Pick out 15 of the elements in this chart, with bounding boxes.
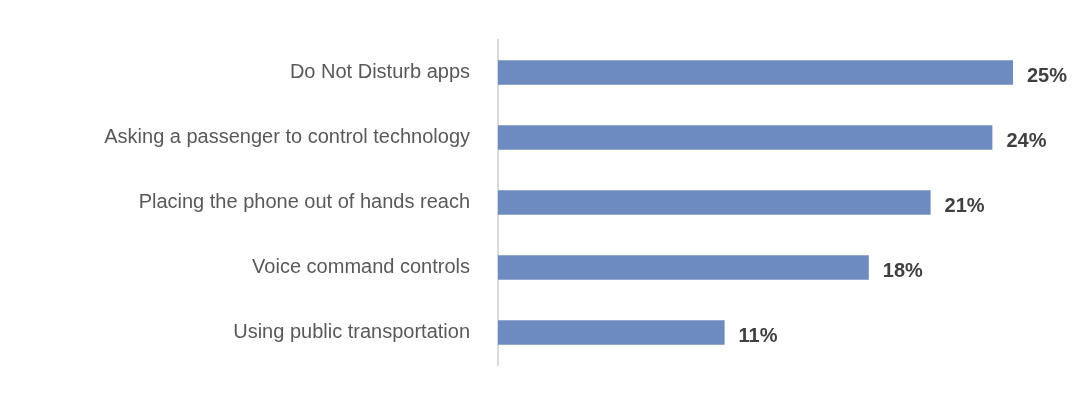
y-tick-label: Asking a passenger to control technology [104, 125, 470, 148]
data-label: 24% [1006, 129, 1047, 152]
bar [498, 60, 1013, 85]
y-tick-label: Placing the phone out of hands reach [138, 190, 470, 213]
y-tick-label: Using public transportation [233, 320, 470, 343]
y-tick-label: Do Not Disturb apps [289, 60, 470, 83]
data-label: 25% [1027, 64, 1068, 87]
data-label: 11% [738, 324, 778, 347]
bar [498, 320, 725, 345]
bar [498, 255, 869, 280]
y-tick-label: Voice command controls [252, 255, 470, 278]
data-label: 21% [944, 194, 985, 217]
bar [498, 190, 931, 215]
data-label: 18% [882, 259, 924, 282]
bar [498, 125, 993, 150]
